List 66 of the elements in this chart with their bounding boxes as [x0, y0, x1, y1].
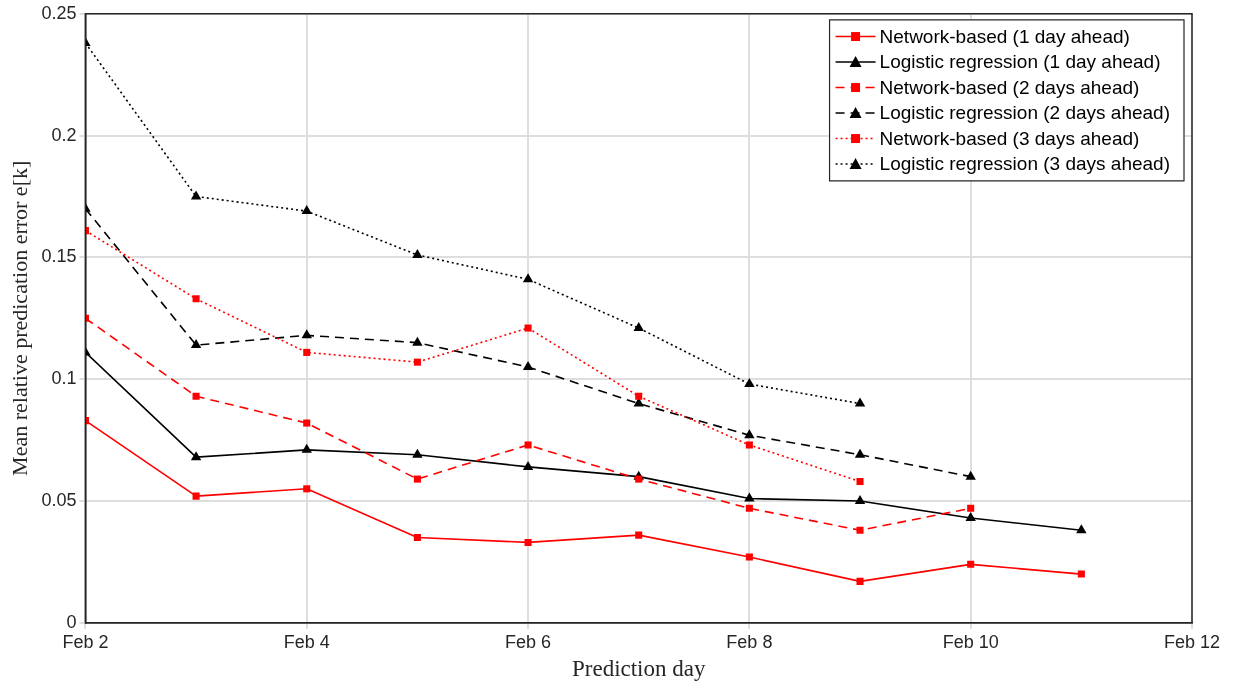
x-tick-label: Feb 4	[283, 631, 330, 652]
point	[854, 397, 866, 407]
point	[192, 392, 200, 400]
point	[192, 492, 200, 500]
y-axis-title: Mean relative predication error e[k]	[6, 160, 32, 476]
y-tick-label: 0.1	[51, 368, 77, 389]
point	[192, 295, 200, 303]
point	[190, 339, 202, 349]
point	[303, 419, 311, 427]
point	[744, 429, 755, 439]
point	[745, 441, 753, 449]
x-tick-label: Feb 10	[942, 631, 999, 652]
point	[522, 460, 534, 470]
legend-label: Logistic regression (3 days ahead)	[879, 153, 1170, 175]
point	[301, 205, 312, 215]
point	[744, 492, 755, 502]
point	[303, 485, 311, 493]
point	[412, 336, 423, 346]
legend-label: Network-based (1 day ahead)	[879, 25, 1130, 47]
point	[1077, 570, 1085, 578]
point	[412, 248, 423, 258]
point	[413, 534, 421, 542]
y-tick-label: 0	[66, 611, 77, 632]
x-tick-label: Feb 12	[1163, 631, 1221, 652]
point	[744, 378, 755, 388]
legend-label: Logistic regression (1 day ahead)	[879, 51, 1161, 73]
point	[301, 329, 312, 339]
point	[522, 273, 534, 283]
point	[745, 504, 753, 512]
legend-label: Logistic regression (2 days ahead)	[879, 102, 1170, 124]
point	[967, 504, 975, 512]
point	[856, 577, 864, 585]
y-tick-label: 0.2	[51, 124, 77, 145]
x-axis-title: Prediction day	[571, 656, 706, 682]
point	[522, 361, 534, 371]
legend-label: Network-based (3 days ahead)	[879, 127, 1140, 149]
y-tick-label: 0.25	[41, 2, 77, 23]
point	[413, 475, 421, 483]
point	[301, 443, 312, 453]
point	[190, 451, 202, 461]
x-tick-label: Feb 6	[505, 631, 552, 652]
point	[635, 531, 643, 539]
point	[745, 553, 753, 561]
x-tick-label: Feb 2	[62, 631, 109, 652]
point	[524, 538, 532, 546]
point	[854, 448, 866, 458]
point	[856, 526, 864, 534]
point	[965, 470, 976, 480]
point	[190, 190, 202, 200]
point	[635, 475, 643, 483]
x-tick-label: Feb 8	[726, 631, 773, 652]
point	[524, 441, 532, 449]
point	[633, 322, 644, 332]
point	[967, 560, 975, 568]
point	[524, 324, 532, 332]
y-tick-label: 0.05	[41, 489, 77, 510]
point	[1076, 524, 1087, 534]
point	[413, 358, 421, 366]
y-tick-label: 0.15	[41, 246, 77, 267]
point	[856, 477, 864, 486]
point	[854, 495, 866, 504]
point	[965, 512, 976, 522]
legend-label: Network-based (2 days ahead)	[879, 76, 1140, 98]
point	[303, 348, 311, 356]
point	[635, 392, 643, 400]
point	[412, 448, 423, 458]
